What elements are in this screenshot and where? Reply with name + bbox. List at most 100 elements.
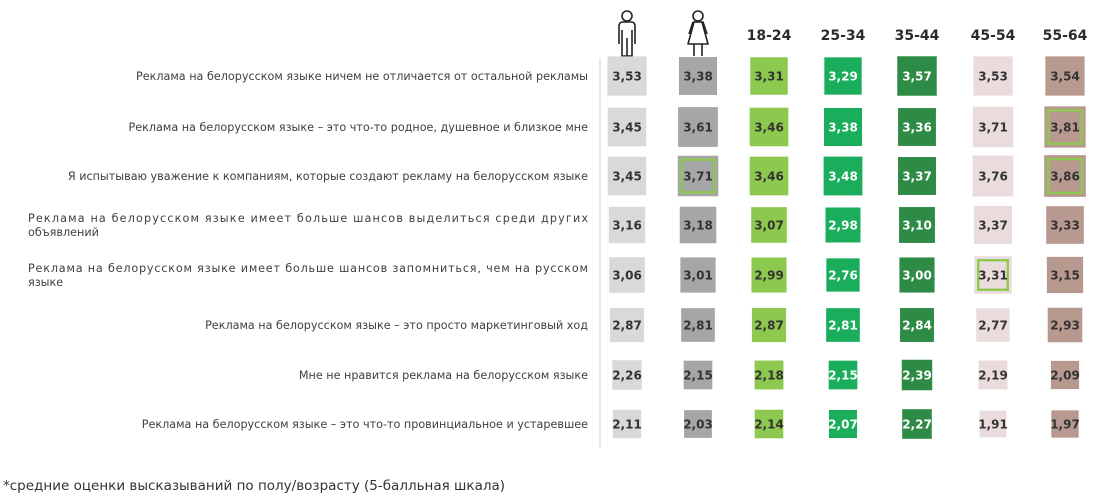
heatmap-cell xyxy=(607,56,647,96)
male-icon xyxy=(618,10,636,57)
heatmap-cell xyxy=(897,56,937,96)
heatmap-cell xyxy=(609,307,645,343)
column-header: 45-54 xyxy=(971,28,1016,44)
heatmap-cell xyxy=(608,206,646,244)
cell-value: 2,76 xyxy=(828,269,858,283)
heatmap-cell xyxy=(901,359,933,391)
cell-value: 2,15 xyxy=(683,369,713,383)
footnote: *средние оценки высказываний по полу/воз… xyxy=(3,478,506,494)
cell-value: 3,46 xyxy=(754,121,784,135)
heatmap-cell xyxy=(823,107,863,147)
heatmap-cell xyxy=(826,308,860,342)
cell-value: 2,87 xyxy=(754,319,784,333)
heatmap-cell xyxy=(972,106,1014,148)
cell-value: 3,00 xyxy=(902,269,932,283)
cell-value: 2,03 xyxy=(683,418,713,432)
heatmap-cell xyxy=(825,207,861,243)
heatmap-cell xyxy=(612,360,642,390)
column-header: 18-24 xyxy=(747,28,792,44)
heatmap-cell xyxy=(1044,155,1086,197)
cell-value: 2,09 xyxy=(1050,369,1080,383)
row-label: Реклама на белорусском языке – это прост… xyxy=(205,319,588,332)
column-header: 25-34 xyxy=(821,28,866,44)
heatmap-cell xyxy=(1047,307,1083,343)
cell-value: 2,07 xyxy=(828,418,858,432)
heatmap-cell xyxy=(609,257,645,293)
female-icon xyxy=(687,10,709,56)
cell-value: 3,16 xyxy=(612,219,642,233)
heatmap-cell xyxy=(683,360,713,390)
cell-value: 2,18 xyxy=(754,369,784,383)
row-label: Реклама на белорусском языке имеет больш… xyxy=(28,262,588,275)
row-label: Реклама на белорусском языке ничем не от… xyxy=(136,70,588,83)
cell-highlight-frame xyxy=(977,259,1009,291)
heatmap-cell xyxy=(902,409,932,439)
cell-value: 3,86 xyxy=(1050,170,1080,184)
row-label: Мне не нравится реклама на белорусском я… xyxy=(299,369,588,382)
heatmap-cell xyxy=(749,107,789,147)
cell-value: 3,61 xyxy=(683,121,713,135)
cell-value: 2,27 xyxy=(902,418,932,432)
heatmap-cell xyxy=(899,257,935,293)
cell-value: 2,39 xyxy=(902,369,932,383)
cell-value: 2,19 xyxy=(978,369,1008,383)
cell-value: 3,06 xyxy=(612,269,642,283)
cell-value: 2,84 xyxy=(902,319,932,333)
heatmap-cell xyxy=(1051,410,1079,438)
heatmap-cell xyxy=(751,257,787,293)
cell-value: 3,53 xyxy=(978,70,1008,84)
cell-value: 1,97 xyxy=(1050,418,1080,432)
heatmap-cell xyxy=(607,107,647,147)
heatmap-cell xyxy=(679,206,717,244)
cell-value: 3,36 xyxy=(902,121,932,135)
cell-value: 3,31 xyxy=(754,70,784,84)
row-label: Я испытываю уважение к компаниям, которы… xyxy=(68,170,588,183)
row-label-continued: языке xyxy=(28,276,63,289)
cell-value: 3,45 xyxy=(612,121,642,135)
heatmap-cell xyxy=(972,155,1014,197)
heatmap-cell xyxy=(976,308,1010,342)
heatmap-cell xyxy=(1046,206,1084,244)
cell-value: 2,93 xyxy=(1050,319,1080,333)
heatmap-cell xyxy=(973,56,1013,96)
heatmap-cell xyxy=(979,410,1007,438)
heatmap-cell xyxy=(900,308,934,342)
cell-value: 2,99 xyxy=(754,269,784,283)
cell-value: 3,71 xyxy=(978,121,1008,135)
heatmap-cell xyxy=(678,107,718,147)
cell-value: 2,26 xyxy=(612,369,642,383)
heatmap-chart: 18-24 25-34 35-44 45-54 55-64 Реклама на бело… xyxy=(28,10,1088,448)
heatmap-cell xyxy=(974,206,1012,244)
row-label: Реклама на белорусском языке – это что-т… xyxy=(142,418,588,431)
heatmap-cell xyxy=(898,157,936,195)
cell-value: 3,48 xyxy=(828,170,858,184)
cell-value: 2,81 xyxy=(828,319,858,333)
heatmap-cell xyxy=(1050,360,1080,390)
column-header: 35-44 xyxy=(895,28,940,44)
cell-value: 3,81 xyxy=(1050,121,1080,135)
heatmap-cell xyxy=(678,56,718,96)
cell-value: 2,81 xyxy=(683,319,713,333)
cell-value: 3,71 xyxy=(683,170,713,184)
row-label: Реклама на белорусском языке имеет больш… xyxy=(28,212,588,225)
heatmap-cell xyxy=(684,410,712,438)
cell-value: 2,11 xyxy=(612,418,642,432)
cell-value: 3,46 xyxy=(754,170,784,184)
cell-value: 3,18 xyxy=(683,219,713,233)
row-label: Реклама на белорусском языке – это что-т… xyxy=(129,121,589,134)
cell-value: 3,54 xyxy=(1050,70,1080,84)
heatmap-cell xyxy=(677,155,719,197)
cell-value: 3,76 xyxy=(978,170,1008,184)
cell-value: 3,29 xyxy=(828,70,858,84)
cell-value: 3,01 xyxy=(683,269,713,283)
heatmap-cell xyxy=(828,360,858,390)
column-header: 55-64 xyxy=(1043,28,1088,44)
cell-value: 3,31 xyxy=(978,269,1008,283)
heatmap-cell xyxy=(1045,56,1085,96)
heatmap-cell xyxy=(750,57,788,95)
cell-value: 3,07 xyxy=(754,219,784,233)
heatmap-cell xyxy=(1044,106,1086,148)
heatmap-cell xyxy=(754,360,784,390)
heatmap-cell xyxy=(749,156,789,196)
cell-value: 2,15 xyxy=(828,369,858,383)
